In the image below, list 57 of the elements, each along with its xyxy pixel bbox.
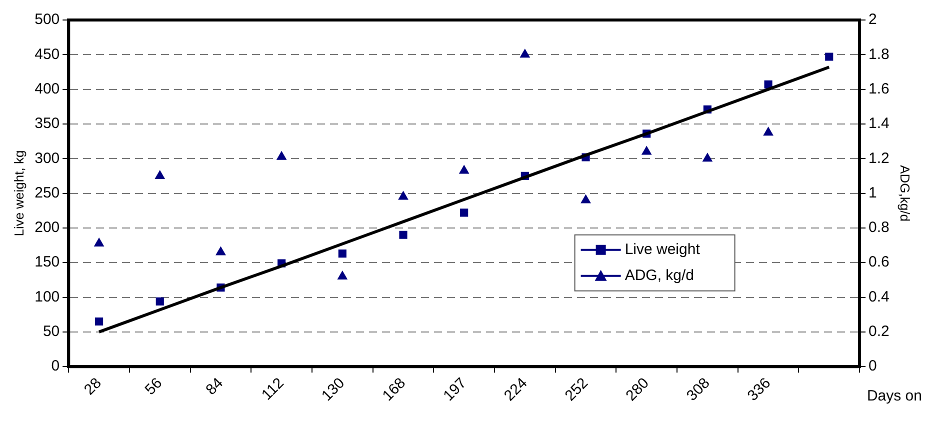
x-tick-label: 280 [622,374,652,404]
y-tick-label: 300 [34,150,60,167]
y2-tick-label: 0.8 [868,219,890,236]
x-tick-label: 168 [379,374,410,404]
y-tick-label: 400 [34,80,60,98]
point [338,270,348,280]
point [95,317,104,326]
y2-tick-label: 0.4 [868,288,890,306]
point [520,49,530,58]
x-tick-label: 224 [500,374,531,404]
x-tick-label: 112 [258,374,288,404]
y-tick-label: 100 [34,288,60,306]
y2-tick-label: 1.4 [868,115,890,132]
point [580,194,591,204]
y-tick-label: 500 [34,11,60,28]
y2-tick-label: 1.6 [868,80,890,98]
y2-tick-label: 0.2 [868,323,890,340]
y2-tick-label: 1.2 [868,150,890,167]
legend-label: Live weight [624,241,701,258]
point [399,230,408,239]
x-tick-label: 197 [440,374,470,404]
legend-label: ADG, kg/d [624,267,694,284]
y-tick-label: 450 [34,46,60,63]
x-tick-label: 308 [683,374,714,404]
y2-tick-label: 0.6 [868,254,890,271]
y-tick-label: 150 [34,254,60,271]
y2-tick-label: 2 [868,11,877,28]
y-tick-label: 0 [51,358,60,375]
y-axis-title: Live weight, kg [11,150,26,236]
point [216,246,226,256]
y-tick-label: 200 [34,219,60,236]
point [398,191,408,200]
point [642,146,652,155]
point [460,208,468,217]
x-axis-title: Days on [866,388,922,405]
point [94,238,104,247]
point [156,297,164,306]
point [702,153,712,162]
point [459,165,469,174]
y-tick-label: 350 [34,115,60,132]
point [155,170,165,179]
x-tick-label: 336 [744,374,774,404]
x-tick-label: 130 [318,374,348,404]
y2-tick-label: 1.8 [868,46,890,63]
x-tick-label: 28 [80,374,105,398]
x-tick-label: 252 [562,374,592,404]
y2-axis-title: ADG,kg/d [898,165,913,222]
y2-tick-label: 0 [868,358,877,375]
x-tick-label: 56 [142,374,166,398]
point [276,151,286,160]
point [338,250,346,258]
x-tick-label: 84 [202,374,226,398]
y-tick-label: 250 [34,184,60,202]
point [763,127,774,136]
point [825,52,834,61]
y-tick-label: 50 [42,323,60,340]
y2-tick-label: 1 [868,184,877,202]
